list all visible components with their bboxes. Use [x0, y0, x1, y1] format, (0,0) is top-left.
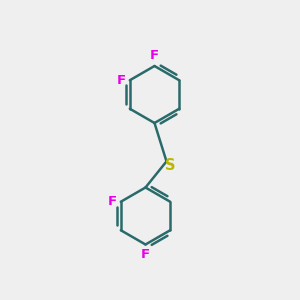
Text: F: F	[117, 74, 126, 87]
Text: F: F	[141, 248, 150, 261]
Text: S: S	[166, 158, 176, 173]
Text: F: F	[150, 50, 159, 62]
Text: F: F	[108, 195, 117, 208]
